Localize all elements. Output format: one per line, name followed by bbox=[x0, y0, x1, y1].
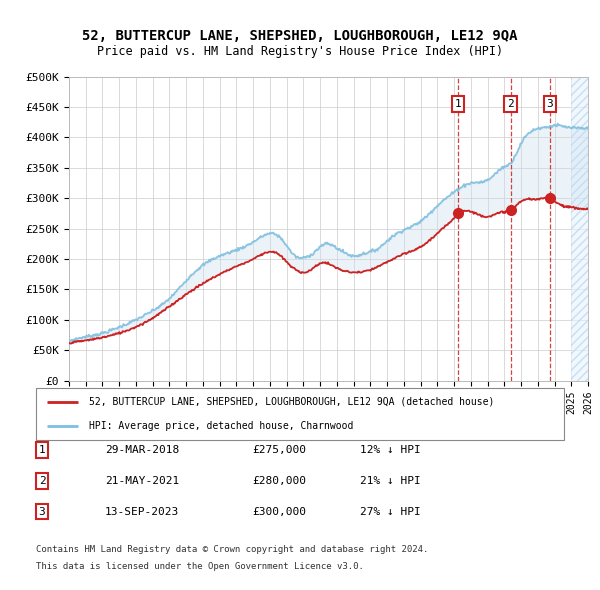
Text: 52, BUTTERCUP LANE, SHEPSHED, LOUGHBOROUGH, LE12 9QA (detached house): 52, BUTTERCUP LANE, SHEPSHED, LOUGHBOROU… bbox=[89, 396, 494, 407]
Text: 27% ↓ HPI: 27% ↓ HPI bbox=[360, 507, 421, 516]
FancyBboxPatch shape bbox=[36, 388, 564, 440]
Text: 21-MAY-2021: 21-MAY-2021 bbox=[105, 476, 179, 486]
Text: 1: 1 bbox=[455, 99, 461, 109]
Text: 52, BUTTERCUP LANE, SHEPSHED, LOUGHBOROUGH, LE12 9QA: 52, BUTTERCUP LANE, SHEPSHED, LOUGHBOROU… bbox=[82, 29, 518, 43]
Text: £280,000: £280,000 bbox=[252, 476, 306, 486]
Bar bbox=[571, 77, 588, 381]
Text: Contains HM Land Registry data © Crown copyright and database right 2024.: Contains HM Land Registry data © Crown c… bbox=[36, 545, 428, 555]
Text: 21% ↓ HPI: 21% ↓ HPI bbox=[360, 476, 421, 486]
Text: Price paid vs. HM Land Registry's House Price Index (HPI): Price paid vs. HM Land Registry's House … bbox=[97, 45, 503, 58]
Text: 2: 2 bbox=[507, 99, 514, 109]
Text: This data is licensed under the Open Government Licence v3.0.: This data is licensed under the Open Gov… bbox=[36, 562, 364, 571]
Text: 13-SEP-2023: 13-SEP-2023 bbox=[105, 507, 179, 516]
Text: 29-MAR-2018: 29-MAR-2018 bbox=[105, 445, 179, 455]
Text: 2: 2 bbox=[38, 476, 46, 486]
Text: 12% ↓ HPI: 12% ↓ HPI bbox=[360, 445, 421, 455]
Text: £275,000: £275,000 bbox=[252, 445, 306, 455]
Bar bbox=[571, 77, 588, 381]
Text: HPI: Average price, detached house, Charnwood: HPI: Average price, detached house, Char… bbox=[89, 421, 353, 431]
Text: 3: 3 bbox=[38, 507, 46, 516]
Text: 1: 1 bbox=[38, 445, 46, 455]
Text: 3: 3 bbox=[546, 99, 553, 109]
Text: £300,000: £300,000 bbox=[252, 507, 306, 516]
